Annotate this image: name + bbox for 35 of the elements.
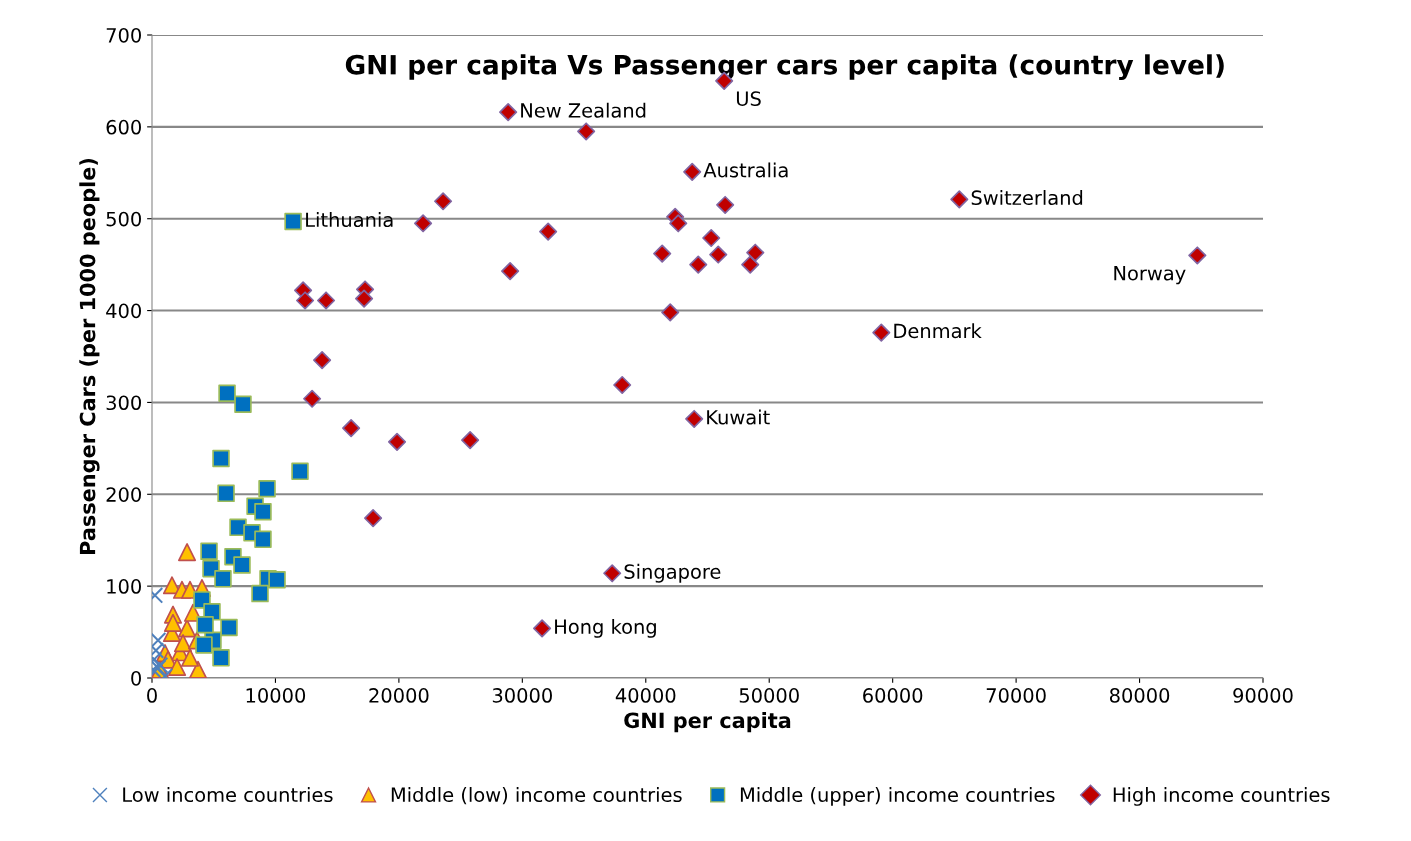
legend-label: High income countries [1113,787,1330,806]
annotation: Hong kong [555,618,656,638]
y-tick-label: 700 [106,27,141,43]
x-tick-label: 70000 [986,688,1046,703]
y-axis-title: Passenger Cars (per 1000 people) [79,158,100,554]
legend-label: Middle (low) income countries [391,787,682,805]
legend-label: Low income countries [123,787,333,803]
annotation: Switzerland [971,190,1083,206]
x-tick-label: 0 [147,688,157,703]
y-tick-label: 0 [131,670,141,686]
y-tick-label: 400 [106,303,141,319]
x-tick-label: 50000 [739,688,799,703]
y-tick-label: 100 [107,579,141,594]
annotation: Lithuania [306,212,393,228]
y-tick-label: 600 [106,119,141,135]
legend-label: Middle (upper) income countries [740,787,1055,806]
annotation: US [736,91,761,107]
x-tick-label: 90000 [1233,688,1293,703]
annotation: Singapore [624,563,721,583]
y-tick-label: 500 [106,211,141,227]
x-axis-title: GNI per capita [624,712,791,733]
annotation: Norway [1114,266,1186,285]
x-tick-label: 20000 [369,688,429,703]
annotation: Australia [703,162,788,178]
x-tick-label: 60000 [863,688,923,703]
x-tick-label: 80000 [1109,688,1170,703]
y-tick-label: 300 [106,395,141,411]
text: GNI per capita Vs Passenger cars per capita (country level) [345,54,1224,81]
annotation: New Zealand [521,102,646,118]
annotation: Denmark [894,323,982,339]
x-tick-label: 40000 [615,688,676,703]
x-tick-label: 10000 [246,688,306,703]
y-tick-label: 200 [106,487,141,502]
x-tick-label: 30000 [492,688,552,703]
annotation: Kuwait [707,409,770,425]
